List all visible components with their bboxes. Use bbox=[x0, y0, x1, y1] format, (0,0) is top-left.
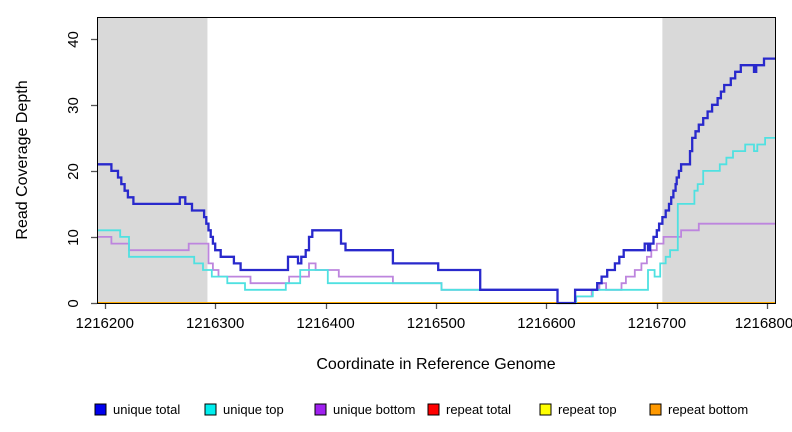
x-tick-label: 1216800 bbox=[735, 315, 792, 332]
legend-swatch-repeat-bottom bbox=[649, 403, 662, 416]
legend-swatch-repeat-top bbox=[539, 403, 552, 416]
legend-label-unique-total: unique total bbox=[113, 402, 180, 417]
series-line-unique-top bbox=[97, 137, 775, 304]
legend-swatch-unique-bottom bbox=[314, 403, 327, 416]
plot-frame bbox=[97, 17, 776, 304]
shaded-region-2 bbox=[662, 17, 775, 303]
legend-swatch-unique-total bbox=[94, 403, 107, 416]
legend-label-repeat-bottom: repeat bottom bbox=[668, 402, 748, 417]
x-axis-title: Coordinate in Reference Genome bbox=[316, 356, 555, 373]
series-line-unique-total bbox=[97, 57, 775, 305]
y-tick-label: 30 bbox=[65, 97, 82, 114]
x-tick-label: 1216300 bbox=[186, 315, 244, 332]
x-tick-label: 1216700 bbox=[628, 315, 686, 332]
x-tick-label: 1216200 bbox=[76, 315, 134, 332]
x-tick-label: 1216500 bbox=[407, 315, 465, 332]
legend-label-repeat-total: repeat total bbox=[446, 402, 511, 417]
x-tick-label: 1216600 bbox=[517, 315, 575, 332]
y-tick-label: 10 bbox=[65, 229, 82, 246]
legend-label-repeat-top: repeat top bbox=[558, 402, 617, 417]
y-tick-label: 0 bbox=[65, 299, 82, 307]
legend-label-unique-top: unique top bbox=[223, 402, 284, 417]
legend-swatch-repeat-total bbox=[427, 403, 440, 416]
shaded-region-1 bbox=[97, 17, 208, 303]
legend-swatch-unique-top bbox=[204, 403, 217, 416]
y-axis-title: Read Coverage Depth bbox=[14, 80, 31, 239]
legend-label-unique-bottom: unique bottom bbox=[333, 402, 415, 417]
y-tick-label: 20 bbox=[65, 163, 82, 180]
y-tick-label: 40 bbox=[65, 31, 82, 48]
x-tick-label: 1216400 bbox=[296, 315, 354, 332]
